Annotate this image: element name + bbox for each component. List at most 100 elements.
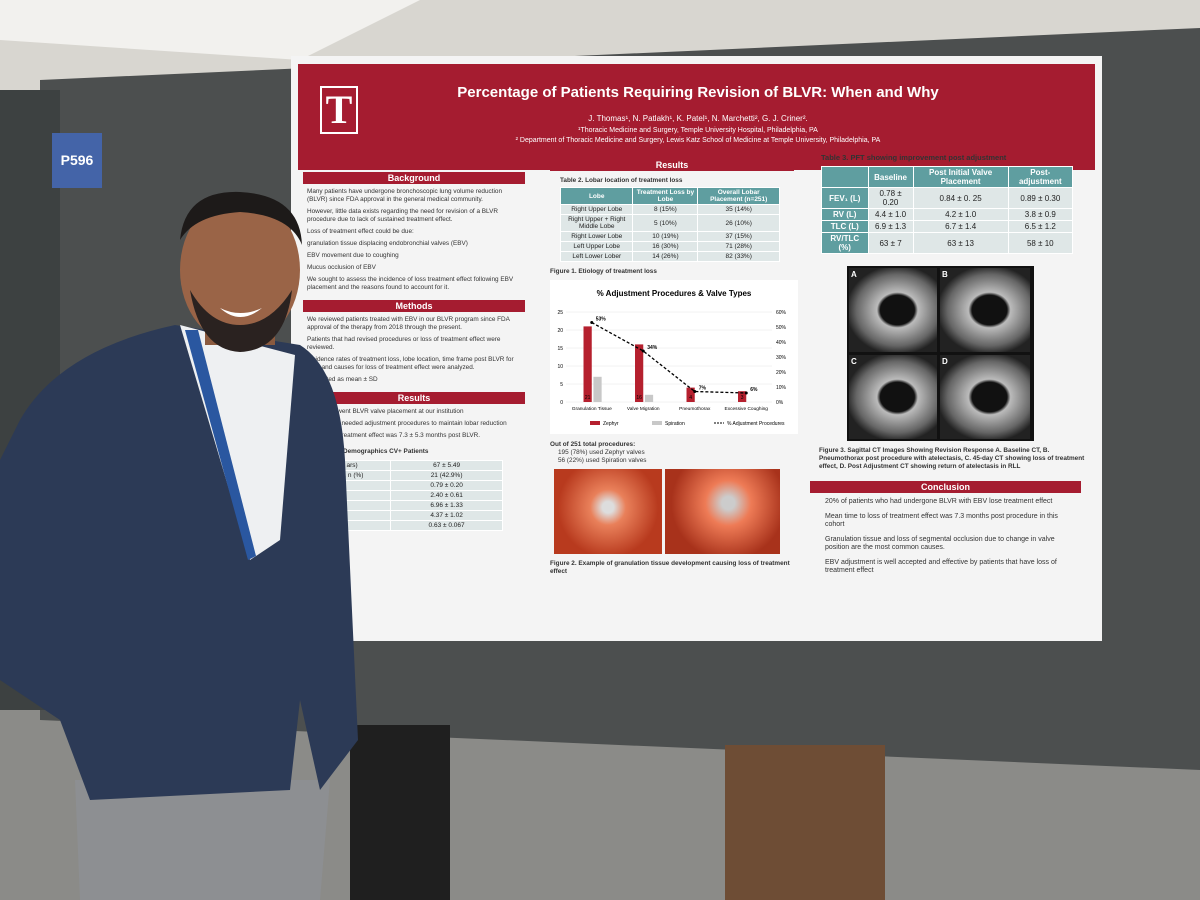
cell: 82 (33%) xyxy=(697,251,780,262)
cell: 14 (26%) xyxy=(632,251,699,262)
header-cell: Lobe xyxy=(559,187,634,205)
table-title: Table 2. Lobar location of treatment los… xyxy=(560,177,683,184)
row: RV/TLC (%) 63 ± 7 63 ± 13 58 ± 10 xyxy=(821,232,1074,254)
heading: Conclusion xyxy=(810,481,1081,493)
panel-label: A xyxy=(851,270,857,279)
list-item: Mean time to loss of treatment effect wa… xyxy=(825,513,1058,528)
bar xyxy=(593,376,602,402)
x-tick-label: Pneumothorax xyxy=(679,406,711,412)
row: Left Lower Lober 14 (26%) 82 (33%) xyxy=(559,251,780,262)
cell: Left Lower Lober xyxy=(559,251,634,262)
cell: 0.89 ± 0.30 xyxy=(1007,187,1074,209)
heading: Background xyxy=(303,172,525,184)
bar xyxy=(686,387,695,402)
poster: T Percentage of Patients Requiring Revis… xyxy=(291,56,1102,641)
list-item: ² Department of Thoracic Medicine and Su… xyxy=(515,137,881,144)
y-tick-label: 10 xyxy=(557,364,563,370)
table-title: Demographics CV+ Patients xyxy=(343,448,429,455)
panel-label: D xyxy=(942,357,948,366)
cell: 3.8 ± 0.9 xyxy=(1007,208,1074,221)
right-column: Table 3. PFT showing improvement post ad… xyxy=(810,154,1085,587)
logo: T xyxy=(320,86,358,134)
endoscopy-image xyxy=(554,469,662,554)
hair xyxy=(180,191,302,245)
bar xyxy=(644,394,654,402)
text: Out of 251 total procedures: xyxy=(550,441,636,448)
row: RV (L) 4.4 ± 1.0 4.2 ± 1.0 3.8 ± 0.9 xyxy=(821,208,1074,221)
header-cell: Treatment Loss by Lobe xyxy=(632,187,699,205)
y2-tick-label: 0% xyxy=(776,400,784,406)
chart: % Adjustment Procedures & Valve Types 0 5 1… xyxy=(550,280,798,434)
y2-tick-label: 20% xyxy=(776,370,787,376)
y2-tick-label: 60% xyxy=(776,310,787,316)
data-label: 53% xyxy=(596,317,607,323)
heading: Results xyxy=(550,159,794,171)
table: Baseline Post Initial Valve Placement Post… xyxy=(821,166,1074,254)
cell: 63 ± 13 xyxy=(912,232,1009,254)
legend-label: % Adjustment Procedures xyxy=(727,421,785,427)
list-item: e to loss of treatment effect was 7.3 ± … xyxy=(307,432,481,439)
row: Left Upper Lobe 16 (30%) 71 (28%) xyxy=(559,241,780,252)
legs-behind xyxy=(350,725,450,900)
list-item: nts (19.5%) needed adjustment procedures… xyxy=(307,420,507,427)
list-item: Many patients have undergone bronchoscop… xyxy=(307,188,503,203)
y2-tick-label: 10% xyxy=(776,385,787,391)
list-item: Patients that had revised procedures or … xyxy=(307,336,501,351)
cell: RV/TLC (%) xyxy=(821,232,869,254)
panel-label: B xyxy=(942,270,948,279)
ct-panel: B xyxy=(940,268,1030,352)
beard xyxy=(190,290,292,352)
cell: Right Upper + Right Middle Lobe xyxy=(559,214,634,232)
heading: Results xyxy=(303,392,525,404)
y-tick-label: 25 xyxy=(557,310,563,316)
legend-swatch xyxy=(590,421,600,425)
cell: 63 ± 7 xyxy=(867,232,914,254)
y-tick-label: 5 xyxy=(560,382,563,388)
list: 195 (78%) used Zephyr valves 56 (22%) use… xyxy=(550,449,794,465)
list-item: We reviewed patients treated with EBV in… xyxy=(307,316,510,331)
cell: 5 (10%) xyxy=(632,214,699,232)
list-item: granulation tissue displacing endobronch… xyxy=(307,240,468,247)
row: 0.63 ± 0.067 xyxy=(312,520,503,531)
cell: 6.9 ± 1.3 xyxy=(867,220,914,233)
legend-swatch xyxy=(652,421,662,425)
cell: 0.63 ± 0.067 xyxy=(390,520,503,531)
cell: 26 (10%) xyxy=(697,214,780,232)
affiliations: ¹Thoracic Medicine and Surgery, Temple U… xyxy=(378,126,1018,146)
heading: Methods xyxy=(303,300,525,312)
jacket xyxy=(0,325,358,800)
chart-title: % Adjustment Procedures & Valve Types xyxy=(597,289,752,298)
list-item: presented as mean ± SD xyxy=(307,376,378,383)
ct-images: A B C D xyxy=(847,266,1034,441)
y2-tick-label: 50% xyxy=(776,325,787,331)
y-tick-label: 0 xyxy=(560,400,563,406)
ct-panel: D xyxy=(940,355,1030,439)
bar xyxy=(738,391,747,402)
list: 20% of patients who had undergone BLVR w… xyxy=(815,493,1085,587)
point xyxy=(590,321,594,324)
legend-label: Zephyr xyxy=(603,421,619,427)
header-row: Lobe Treatment Loss by Lobe Overall Lobar … xyxy=(559,187,780,205)
header-cell: Post-adjustment xyxy=(1007,166,1074,188)
point xyxy=(744,391,748,395)
row: Right Lower Lobe 10 (19%) 37 (15%) xyxy=(559,231,780,242)
header-cell: Overall Lobar Placement (n=251) xyxy=(697,187,780,205)
list-item: 20% of patients who had undergone BLVR w… xyxy=(825,498,1053,505)
cell: 4.2 ± 1.0 xyxy=(912,208,1009,221)
header-cell: Post Initial Valve Placement xyxy=(912,166,1009,188)
data-label: 21 xyxy=(585,395,591,401)
caption: Figure 3. Sagittal CT Images Showing Rev… xyxy=(819,447,1085,470)
list-item: We sought to assess the incidence of los… xyxy=(307,276,514,291)
point xyxy=(641,349,645,353)
endoscopy-image xyxy=(665,469,780,554)
x-tick-label: Granulation Tissue xyxy=(572,406,612,412)
smile xyxy=(220,308,262,317)
header-row: Baseline Post Initial Valve Placement Post… xyxy=(821,166,1074,188)
data-label: 6% xyxy=(750,387,758,393)
cell: FEV₁ (L) xyxy=(821,187,869,209)
data-label: 4 xyxy=(689,395,692,401)
cell: 0.78 ± 0.20 xyxy=(867,187,914,209)
panel-label: C xyxy=(851,357,857,366)
ct-panel: C xyxy=(849,355,937,439)
data-label: 3 xyxy=(741,395,744,401)
